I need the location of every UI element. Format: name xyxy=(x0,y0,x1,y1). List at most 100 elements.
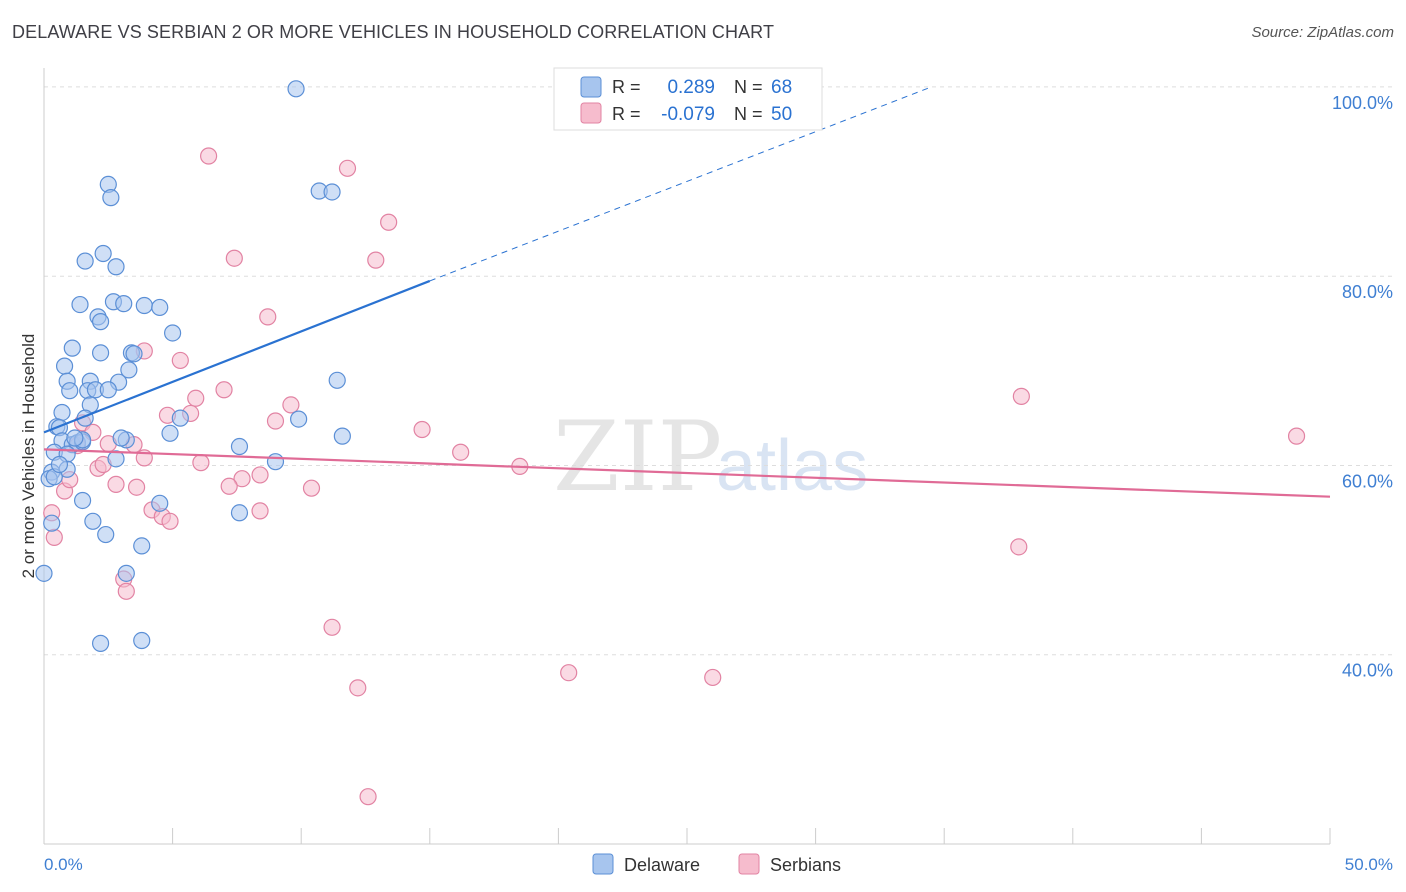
serbians-point-4 xyxy=(367,251,385,269)
serbians-point-7 xyxy=(171,351,189,370)
serbians-point-3 xyxy=(225,249,243,267)
legend-r-label-serbians: R = xyxy=(612,104,641,124)
delaware-point-2 xyxy=(102,189,120,207)
delaware-point-62 xyxy=(133,631,151,650)
serbians-point-0 xyxy=(200,147,218,165)
serbians-point-39 xyxy=(45,528,63,546)
bottom-legend-swatch-delaware xyxy=(592,853,614,875)
serbians-point-17 xyxy=(1287,427,1306,445)
delaware-point-25 xyxy=(328,371,346,389)
delaware-trendline-extension xyxy=(429,86,932,282)
serbians-point-27 xyxy=(251,466,269,484)
serbians-point-21 xyxy=(452,443,470,461)
serbians-point-11 xyxy=(282,396,300,414)
chart-title: DELAWARE VS SERBIAN 2 OR MORE VEHICLES I… xyxy=(12,22,775,42)
serbians-point-46 xyxy=(349,679,367,697)
source-label: Source: ZipAtlas.com xyxy=(1251,24,1394,41)
serbians-point-28 xyxy=(233,470,251,488)
serbians-point-44 xyxy=(560,664,578,682)
serbians-point-29 xyxy=(107,475,125,493)
bottom-legend-swatch-serbians xyxy=(738,853,760,875)
serbians-point-43 xyxy=(323,618,341,636)
delaware-point-26 xyxy=(61,382,79,400)
delaware-point-55 xyxy=(230,504,249,522)
legend-n-value-delaware: 68 xyxy=(771,77,792,98)
x-ticks xyxy=(43,828,1331,844)
serbians-point-2 xyxy=(380,213,398,231)
delaware-point-11 xyxy=(135,296,153,315)
trendlines xyxy=(43,86,1331,498)
delaware-point-16 xyxy=(63,339,81,357)
delaware-point-37 xyxy=(161,424,179,442)
delaware-point-54 xyxy=(84,512,102,530)
watermark-zip: ZIP xyxy=(553,401,722,513)
y-tick-labels: 100.0% 80.0% 60.0% 40.0% xyxy=(1332,93,1393,681)
legend-r-label-delaware: R = xyxy=(612,77,641,97)
serbians-point-36 xyxy=(251,502,269,520)
legend-n-value-serbians: 50 xyxy=(771,104,792,125)
delaware-point-60 xyxy=(35,564,53,582)
delaware-point-14 xyxy=(91,313,110,331)
serbians-trendline xyxy=(43,448,1331,498)
delaware-point-61 xyxy=(91,634,110,652)
delaware-point-59 xyxy=(117,564,135,582)
serbians-point-9 xyxy=(187,389,205,407)
serbians-point-40 xyxy=(1010,538,1028,556)
legend-swatch-delaware xyxy=(580,76,602,98)
stats-legend: R = 0.289 N = 68 R = -0.079 N = 50 xyxy=(553,67,823,131)
delaware-point-5 xyxy=(76,252,94,270)
serbians-point-1 xyxy=(338,159,357,177)
delaware-point-48 xyxy=(266,453,285,471)
delaware-point-20 xyxy=(55,357,74,375)
delaware-point-17 xyxy=(91,344,110,362)
delaware-point-31 xyxy=(53,403,71,422)
bottom-legend-label-delaware: Delaware xyxy=(624,855,700,875)
serbians-point-32 xyxy=(302,479,321,497)
serbians-point-45 xyxy=(704,668,722,687)
delaware-point-6 xyxy=(94,244,112,263)
y-tick-label-60: 60.0% xyxy=(1342,471,1393,491)
delaware-point-34 xyxy=(290,410,308,428)
delaware-point-21 xyxy=(120,361,138,379)
legend-n-label-delaware: N = xyxy=(734,77,763,97)
serbians-point-10 xyxy=(1012,387,1030,405)
delaware-point-33 xyxy=(171,409,189,427)
serbians-point-33 xyxy=(127,478,146,496)
serbians-point-14 xyxy=(266,412,285,430)
serbians-point-47 xyxy=(359,788,377,806)
delaware-point-64 xyxy=(112,429,130,447)
legend-r-value-delaware: 0.289 xyxy=(667,77,715,98)
delaware-point-29 xyxy=(99,381,117,399)
gridlines xyxy=(44,86,1394,656)
x-tick-label-max: 50.0% xyxy=(1345,855,1393,874)
y-tick-label-40: 40.0% xyxy=(1342,661,1393,681)
series-legend: Delaware Serbians xyxy=(592,853,841,875)
delaware-point-52 xyxy=(73,491,92,510)
legend-swatch-serbians xyxy=(580,102,602,124)
delaware-points xyxy=(35,80,351,652)
y-tick-label-100: 100.0% xyxy=(1332,93,1393,113)
delaware-point-7 xyxy=(107,258,125,276)
delaware-point-53 xyxy=(151,494,169,512)
delaware-point-38 xyxy=(333,427,351,445)
delaware-point-15 xyxy=(164,324,182,342)
delaware-point-4 xyxy=(323,183,341,201)
delaware-point-10 xyxy=(115,295,133,313)
y-axis-title: 2 or more Vehicles in Household xyxy=(19,334,38,579)
watermark-atlas: atlas xyxy=(716,426,868,506)
serbians-point-42 xyxy=(117,582,135,600)
bottom-legend-label-serbians: Serbians xyxy=(770,855,841,875)
serbians-point-38 xyxy=(161,512,179,530)
delaware-point-19 xyxy=(125,345,143,363)
delaware-point-12 xyxy=(151,298,169,317)
serbians-point-30 xyxy=(220,477,238,495)
delaware-point-58 xyxy=(133,537,151,555)
serbians-point-8 xyxy=(215,381,233,399)
serbians-point-5 xyxy=(259,308,277,326)
delaware-point-66 xyxy=(66,429,84,447)
legend-n-label-serbians: N = xyxy=(734,104,763,124)
delaware-point-56 xyxy=(43,514,61,532)
delaware-point-47 xyxy=(107,450,125,468)
serbians-points xyxy=(43,147,1306,806)
